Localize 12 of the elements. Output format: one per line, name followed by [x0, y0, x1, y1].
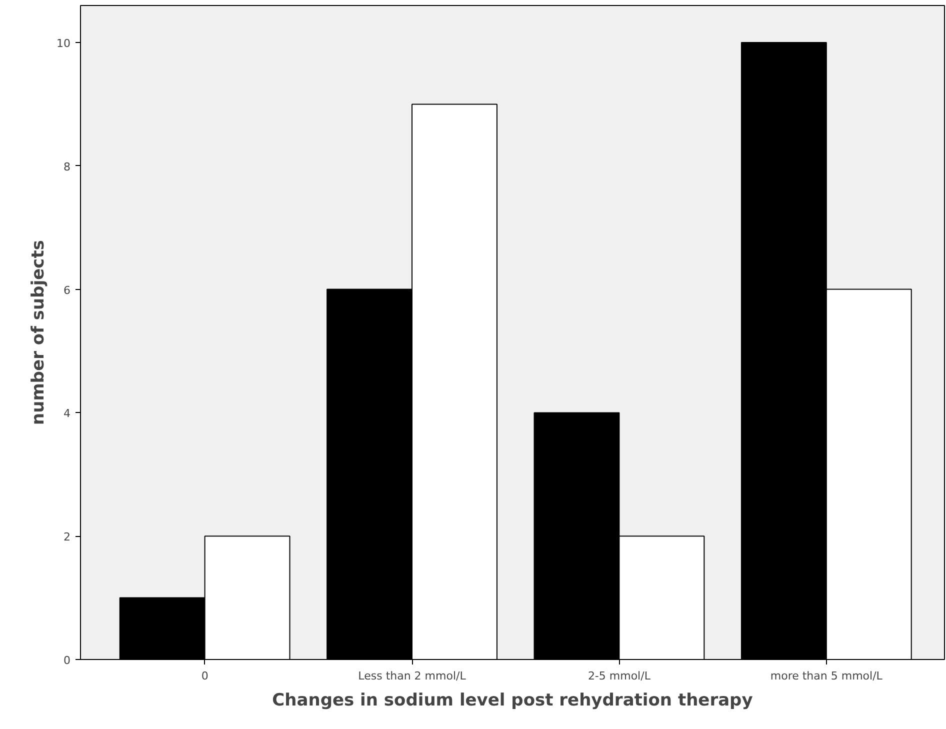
x-tick-label: Less than 2 mmol/L [358, 670, 467, 682]
x-tick-label: more than 5 mmol/L [770, 670, 884, 682]
y-axis-title: number of subjects [28, 240, 49, 425]
y-tick-label: 4 [64, 407, 70, 420]
y-tick-label: 8 [64, 160, 70, 174]
y-tick-label: 10 [56, 37, 71, 50]
x-axis-title: Changes in sodium level post rehydration therapy [272, 690, 753, 710]
y-tick-label: 0 [64, 654, 70, 667]
y-tick-label: 2 [64, 530, 70, 544]
x-tick-label: 0 [201, 670, 208, 682]
y-tick-label: 6 [64, 284, 70, 297]
x-tick-label: 2-5 mmol/L [588, 670, 652, 682]
